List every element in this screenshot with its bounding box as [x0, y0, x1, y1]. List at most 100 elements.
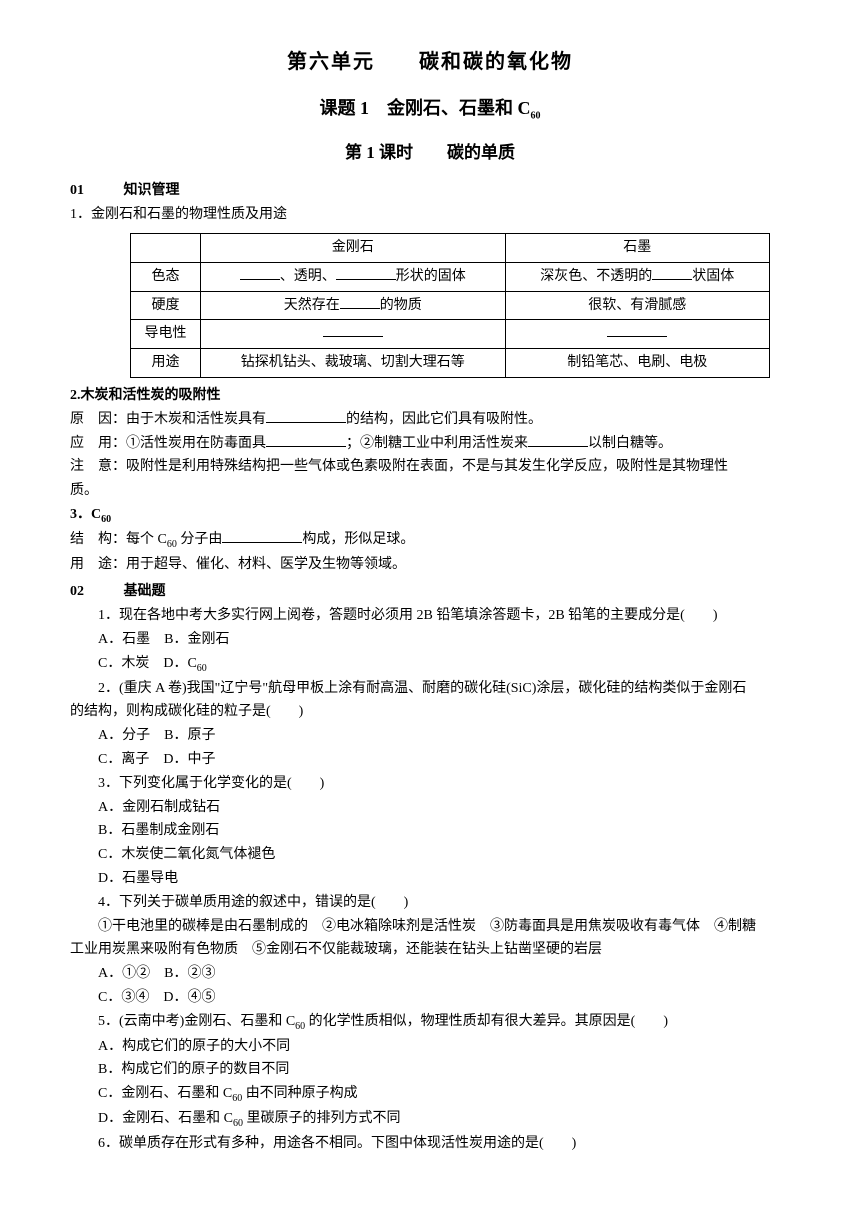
row-label-conductivity: 导电性 — [131, 320, 201, 349]
cell-text: 的物质 — [380, 298, 422, 313]
table-row: 色态 、透明、 形状的固体 深灰色、不透明的 状固体 — [131, 262, 770, 291]
q5-optd-post: 里碳原子的排列方式不同 — [243, 1111, 401, 1126]
q3-stem: 3．下列变化属于化学变化的是( ) — [70, 772, 790, 796]
item3-title-sub: 60 — [101, 514, 111, 525]
blank-field[interactable] — [240, 266, 280, 280]
note-label2: 意： — [98, 459, 126, 474]
reason-text: 的结构，因此它们具有吸附性。 — [346, 412, 542, 427]
q5-stem-pre: 5．(云南中考)金刚石、石墨和 C — [98, 1014, 295, 1029]
blank-field[interactable] — [323, 323, 383, 337]
q3-opt-c: C．木炭使二氧化氮气体褪色 — [70, 843, 790, 867]
q1-opt-cd: C．木炭 D．C60 — [70, 652, 790, 677]
struct-sub: 60 — [167, 539, 177, 550]
table-header-empty — [131, 234, 201, 263]
note-label: 注 — [70, 459, 98, 474]
blank-field[interactable] — [607, 323, 667, 337]
use-label2: 用： — [98, 436, 126, 451]
q5-optd-sub: 60 — [233, 1118, 243, 1129]
table-row: 硬度 天然存在 的物质 很软、有滑腻感 — [131, 291, 770, 320]
table-row: 用途 钻探机钻头、裁玻璃、切割大理石等 制铅笔芯、电刷、电极 — [131, 349, 770, 378]
cell-diamond-color: 、透明、 形状的固体 — [201, 262, 506, 291]
use-text: ；②制糖工业中利用活性炭来 — [346, 436, 528, 451]
q1-stem: 1．现在各地中考大多实行网上阅卷，答题时必须用 2B 铅笔填涂答题卡，2B 铅笔… — [70, 604, 790, 628]
blank-field[interactable] — [222, 529, 302, 543]
q6-stem: 6．碳单质存在形式有多种，用途各不相同。下图中体现活性炭用途的是( ) — [70, 1132, 790, 1156]
item2-note-cont: 质。 — [70, 479, 790, 503]
note-text: 吸附性是利用特殊结构把一些气体或色素吸附在表面，不是与其发生化学反应，吸附性是其… — [126, 459, 728, 474]
section-02-header: 02 基础题 — [70, 580, 790, 604]
use-label: 应 — [70, 436, 98, 451]
lesson-title: 第 1 课时 碳的单质 — [70, 139, 790, 168]
section-01-label: 知识管理 — [124, 183, 180, 198]
section-01-header: 01 知识管理 — [70, 179, 790, 203]
q5-opt-b: B．构成它们的原子的数目不同 — [70, 1058, 790, 1082]
q5-opt-d: D．金刚石、石墨和 C60 里碳原子的排列方式不同 — [70, 1107, 790, 1132]
section-02-num: 02 — [70, 580, 120, 604]
q5-stem-post: 的化学性质相似，物理性质却有很大差异。其原因是( ) — [305, 1014, 668, 1029]
item3-title: 3．C60 — [70, 503, 790, 528]
item3-use: 用途：用于超导、催化、材料、医学及生物等领域。 — [70, 553, 790, 577]
q4-detail1: ①干电池里的碳棒是由石墨制成的 ②电冰箱除味剂是活性炭 ③防毒面具是用焦炭吸收有… — [70, 915, 790, 939]
item2-title: 2.木炭和活性炭的吸附性 — [70, 384, 790, 408]
blank-field[interactable] — [266, 409, 346, 423]
blank-field[interactable] — [336, 266, 396, 280]
q1-optc-text: C．木炭 D．C — [98, 656, 197, 671]
struct-text: 分子由 — [177, 532, 223, 547]
blank-field[interactable] — [266, 433, 346, 447]
q1-opt-ab: A．石墨 B．金刚石 — [70, 628, 790, 652]
q5-stem-sub: 60 — [295, 1021, 305, 1032]
q5-optc-post: 由不同种原子构成 — [242, 1086, 358, 1101]
blank-field[interactable] — [340, 295, 380, 309]
cell-graphite-conductivity — [505, 320, 769, 349]
cell-graphite-use: 制铅笔芯、电刷、电极 — [505, 349, 769, 378]
q4-detail2: 工业用炭黑来吸附有色物质 ⑤金刚石不仅能裁玻璃，还能装在钻头上钻凿坚硬的岩层 — [70, 938, 790, 962]
cell-graphite-hardness: 很软、有滑腻感 — [505, 291, 769, 320]
blank-field[interactable] — [652, 266, 692, 280]
reason-label2: 因： — [98, 412, 126, 427]
row-label-color: 色态 — [131, 262, 201, 291]
cell-graphite-color: 深灰色、不透明的 状固体 — [505, 262, 769, 291]
unit-title: 第六单元 碳和碳的氧化物 — [70, 45, 790, 79]
use-text: 以制白糖等。 — [588, 436, 672, 451]
item3-title-text: 3．C — [70, 507, 101, 522]
cell-diamond-hardness: 天然存在 的物质 — [201, 291, 506, 320]
properties-table: 金刚石 石墨 色态 、透明、 形状的固体 深灰色、不透明的 状固体 硬度 天然存在 的… — [130, 233, 770, 378]
reason-label: 原 — [70, 412, 98, 427]
q5-optc-sub: 60 — [232, 1093, 242, 1104]
q2-stem1: 2．(重庆 A 卷)我国"辽宁号"航母甲板上涂有耐高温、耐磨的碳化硅(SiC)涂… — [70, 677, 790, 701]
q5-opt-c: C．金刚石、石墨和 C60 由不同种原子构成 — [70, 1082, 790, 1107]
cell-text: 天然存在 — [284, 298, 340, 313]
q5-optc-pre: C．金刚石、石墨和 C — [98, 1086, 232, 1101]
use-text: ①活性炭用在防毒面具 — [126, 436, 266, 451]
use-text: 用于超导、催化、材料、医学及生物等领域。 — [126, 557, 406, 572]
struct-text: 每个 C — [126, 532, 167, 547]
struct-label2: 构： — [98, 532, 126, 547]
row-label-use: 用途 — [131, 349, 201, 378]
cell-diamond-conductivity — [201, 320, 506, 349]
cell-text: 形状的固体 — [396, 269, 466, 284]
struct-text: 构成，形似足球。 — [302, 532, 414, 547]
table-header-graphite: 石墨 — [505, 234, 769, 263]
row-label-hardness: 硬度 — [131, 291, 201, 320]
q4-opt-cd: C．③④ D．④⑤ — [70, 986, 790, 1010]
q3-opt-d: D．石墨导电 — [70, 867, 790, 891]
topic-title-subscript: 60 — [531, 111, 541, 122]
use-label: 用 — [70, 557, 98, 572]
blank-field[interactable] — [528, 433, 588, 447]
q1-optc-sub: 60 — [197, 663, 207, 674]
section-01-num: 01 — [70, 179, 120, 203]
use-label2: 途： — [98, 557, 126, 572]
topic-title-text: 课题 1 金刚石、石墨和 C — [320, 98, 531, 118]
reason-text: 由于木炭和活性炭具有 — [126, 412, 266, 427]
q4-stem: 4．下列关于碳单质用途的叙述中，错误的是( ) — [70, 891, 790, 915]
item2-reason: 原因：由于木炭和活性炭具有 的结构，因此它们具有吸附性。 — [70, 408, 790, 432]
table-row: 导电性 — [131, 320, 770, 349]
cell-text: 状固体 — [692, 269, 734, 284]
cell-text: 、透明、 — [280, 269, 336, 284]
q5-stem: 5．(云南中考)金刚石、石墨和 C60 的化学性质相似，物理性质却有很大差异。其… — [70, 1010, 790, 1035]
cell-diamond-use: 钻探机钻头、裁玻璃、切割大理石等 — [201, 349, 506, 378]
cell-text: 深灰色、不透明的 — [540, 269, 652, 284]
table-header-row: 金刚石 石墨 — [131, 234, 770, 263]
item1-title: 1．金刚石和石墨的物理性质及用途 — [70, 203, 790, 227]
struct-label: 结 — [70, 532, 98, 547]
